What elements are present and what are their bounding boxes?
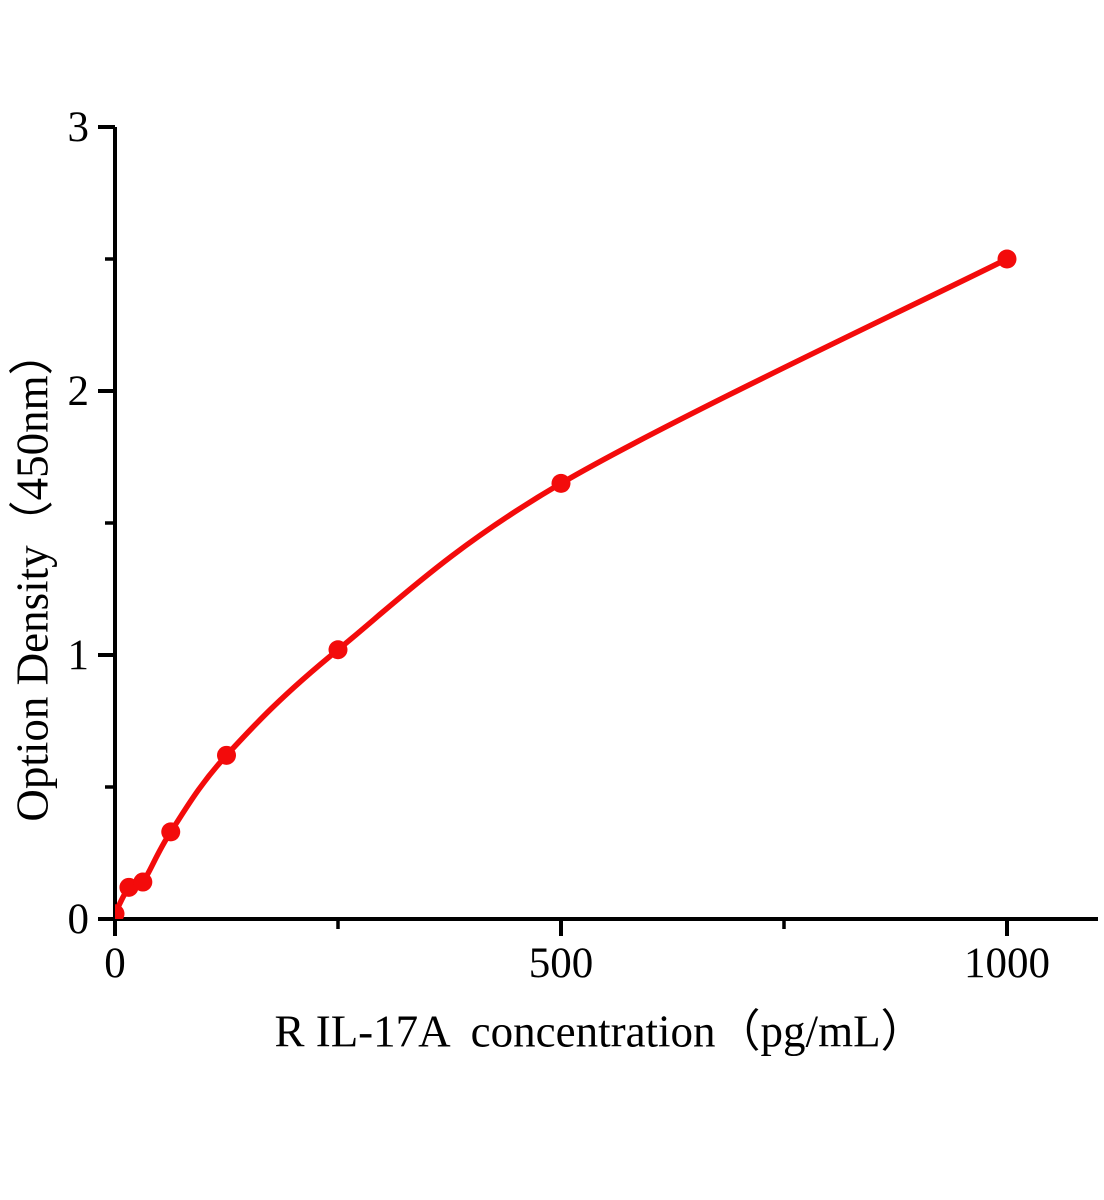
y-tick-label: 2 <box>68 368 90 415</box>
data-point-marker <box>328 640 348 660</box>
data-point-marker <box>115 904 125 919</box>
y-tick-label: 1 <box>68 632 90 679</box>
data-point-marker <box>133 872 153 892</box>
standard-curve-series <box>115 249 1017 919</box>
y-tick-label: 0 <box>68 896 90 943</box>
data-point-marker <box>217 745 236 765</box>
y-axis-title: Option Density（450nm） <box>7 330 58 822</box>
x-axis-title: R IL-17A concentration（pg/mL） <box>274 1006 926 1057</box>
x-tick-label: 500 <box>529 940 594 987</box>
x-tick-label: 1000 <box>964 940 1050 987</box>
data-point-marker <box>551 473 571 493</box>
y-tick-label: 3 <box>68 104 90 151</box>
data-point-marker <box>161 822 181 842</box>
x-tick-label: 0 <box>104 940 126 987</box>
data-point-marker <box>997 249 1017 269</box>
standard-curve-line <box>115 256 1009 916</box>
